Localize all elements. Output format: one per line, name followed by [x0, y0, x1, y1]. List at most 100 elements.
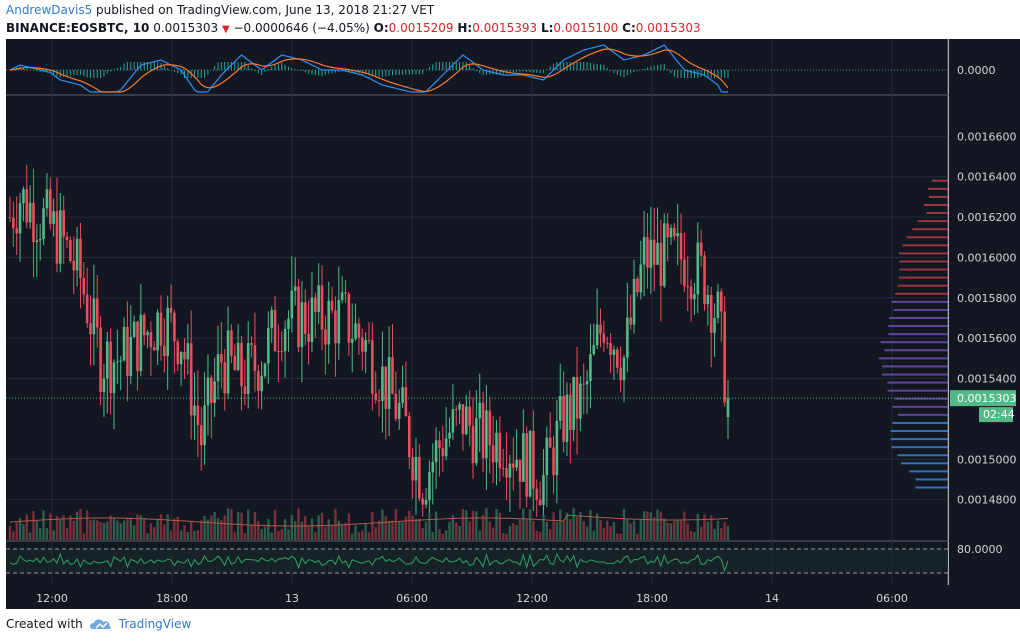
- candle-body: [146, 332, 149, 336]
- volume-bar: [569, 519, 572, 540]
- candle-body: [491, 445, 495, 463]
- candle-body: [203, 405, 206, 446]
- candle-body: [558, 395, 562, 421]
- volume-profile-bar: [926, 212, 948, 215]
- candle-body: [337, 300, 341, 344]
- candle-body: [42, 208, 45, 240]
- volume-profile: [878, 179, 948, 489]
- tradingview-brand[interactable]: TradingView: [118, 617, 192, 631]
- candle-body: [220, 354, 223, 363]
- volume-profile-bar: [906, 236, 948, 239]
- volume-bar: [686, 523, 689, 540]
- volume-profile-bar: [928, 195, 948, 198]
- volume-bar: [62, 515, 65, 540]
- volume-profile-bar: [887, 389, 948, 392]
- candle-body: [216, 354, 220, 382]
- volume-bar: [189, 521, 193, 540]
- volume-bar: [512, 523, 515, 540]
- candle-body: [518, 459, 522, 482]
- candle-body: [632, 278, 636, 325]
- candle-body: [159, 312, 163, 346]
- candle-body: [579, 383, 582, 419]
- volume-bar: [689, 530, 693, 540]
- candle-body: [166, 307, 169, 357]
- candle-body: [102, 378, 106, 392]
- candle-body: [18, 203, 22, 234]
- volume-bar: [156, 518, 159, 540]
- candle-body: [495, 432, 498, 463]
- candle-body: [324, 329, 327, 345]
- candle-body: [210, 377, 213, 403]
- price-chart[interactable]: 0.0016600 0.0016400 0.0016200 0.0016000 0.00…: [0, 39, 1020, 609]
- price-tick-label: 0.0015800: [957, 292, 1017, 305]
- price-tick-label: 0.0015600: [957, 332, 1017, 345]
- close-label: C:: [622, 21, 636, 35]
- volume-bar: [240, 512, 243, 540]
- volume-bar: [387, 521, 391, 540]
- candle-body: [709, 294, 713, 333]
- candle-body: [699, 242, 703, 256]
- volume-profile-bar: [901, 462, 948, 465]
- volume-bar: [72, 520, 75, 540]
- candle-body: [652, 239, 656, 265]
- price-tick-label: 0.0014800: [957, 494, 1017, 507]
- candle-body: [535, 488, 539, 500]
- volume-bar: [626, 518, 629, 540]
- volume-profile-bar: [899, 260, 948, 263]
- volume-bar: [304, 516, 307, 540]
- volume-bar: [277, 530, 280, 540]
- volume-bar: [196, 530, 200, 540]
- volume-bar: [293, 521, 297, 540]
- volume-bar: [488, 521, 491, 540]
- volume-profile-bar: [889, 317, 948, 319]
- volume-bar: [324, 526, 327, 540]
- volume-profile-bar: [888, 333, 948, 336]
- volume-bar: [616, 533, 619, 540]
- volume-bar: [159, 514, 163, 540]
- volume-bar: [65, 528, 69, 540]
- volume-bar: [28, 532, 32, 540]
- time-tick-label: 18:00: [636, 592, 668, 605]
- candle-body: [686, 286, 690, 288]
- candle-body: [626, 317, 629, 358]
- candle-body: [65, 236, 69, 240]
- candle-body: [230, 330, 233, 356]
- volume-bar: [364, 524, 367, 540]
- candle-body: [639, 264, 643, 293]
- volume-bar: [314, 531, 317, 540]
- candle-body: [619, 367, 622, 381]
- candle-body: [424, 500, 428, 505]
- volume-bar: [552, 512, 555, 540]
- volume-bar: [96, 520, 99, 540]
- candle-body: [679, 233, 683, 260]
- candle-body: [28, 202, 32, 223]
- volume-bar: [52, 530, 55, 540]
- volume-bar: [391, 520, 394, 540]
- macd-signal-line: [9, 48, 729, 93]
- volume-bar: [18, 517, 22, 540]
- chart-area[interactable]: 0.0016600 0.0016400 0.0016200 0.0016000 0.00…: [0, 39, 1020, 609]
- volume-bar: [129, 517, 132, 540]
- volume-bar: [548, 529, 552, 540]
- candle-body: [367, 340, 371, 342]
- rsi-series: [6, 548, 948, 574]
- candle-body: [448, 432, 451, 439]
- candle-body: [317, 285, 320, 312]
- volume-bar: [122, 520, 126, 540]
- candle-body: [48, 189, 52, 224]
- symbol-label: BINANCE:EOSBTC, 10: [6, 21, 150, 35]
- candle-body: [344, 292, 347, 294]
- volume-bar: [220, 520, 223, 540]
- candle-body: [575, 377, 579, 419]
- price-tick-label: 0.0016600: [957, 130, 1017, 143]
- volume-bar: [471, 510, 475, 540]
- volume-bar: [381, 509, 384, 540]
- candle-body: [421, 498, 424, 505]
- candle-body: [454, 409, 458, 411]
- volume-bar: [186, 532, 190, 540]
- author-link[interactable]: AndrewDavis5: [6, 3, 93, 17]
- candle-body: [45, 189, 49, 209]
- volume-bar: [646, 511, 649, 540]
- volume-bar: [132, 525, 136, 540]
- volume-bar: [143, 518, 146, 540]
